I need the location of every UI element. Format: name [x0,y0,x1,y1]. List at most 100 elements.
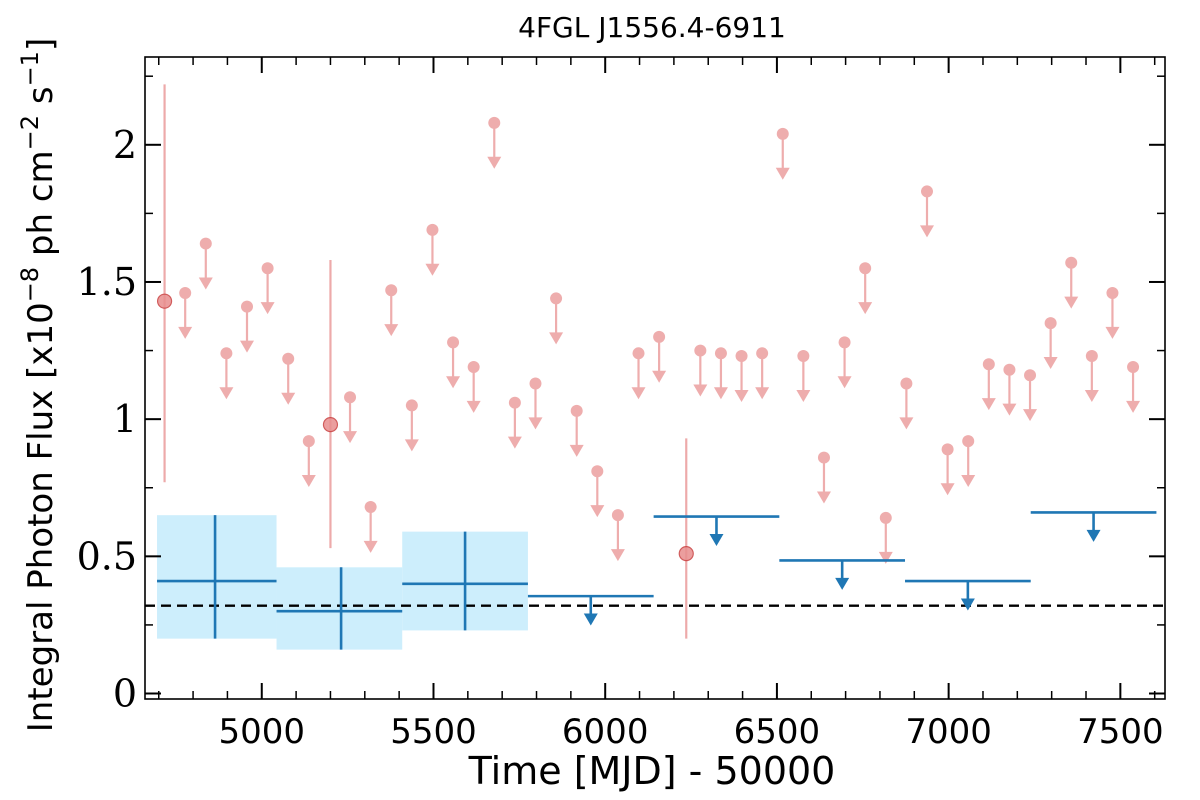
monthly-upper-limit-point [426,223,439,236]
monthly-upper-limit-arrow [775,167,790,180]
monthly-upper-limit-point [550,292,563,305]
y-tick-label: 0 [113,672,137,716]
monthly-upper-limit-point [488,116,501,129]
monthly-upper-limit-arrow [343,431,358,444]
monthly-detection-point [156,293,173,309]
monthly-upper-limit-point [982,358,995,371]
yearly-upper-limit-1 [653,515,780,546]
monthly-upper-limit-arrow [858,302,873,315]
yearly-band-1 [276,567,403,650]
monthly-upper-limit-arrow [425,263,440,276]
monthly-upper-limit-point [900,377,913,390]
plot-frame [144,56,1166,700]
monthly-upper-limit-29 [816,451,831,504]
monthly-upper-limit-arrow [446,376,461,389]
monthly-upper-limit-14 [487,116,502,169]
monthly-detection-point [322,417,339,433]
monthly-upper-limit-point [467,361,480,374]
monthly-upper-limit-24 [713,347,728,400]
monthly-upper-limit-arrow [301,475,316,487]
monthly-upper-limit-point [1085,350,1098,363]
x-axis-label: Time [MJD] - 50000 [468,749,836,793]
monthly-upper-limit-6 [301,435,316,487]
monthly-upper-limit-7 [343,391,358,444]
monthly-upper-limit-32 [878,511,893,564]
monthly-upper-limit-arrow [507,436,522,449]
monthly-upper-limit-17 [549,292,564,345]
monthly-detection-point [678,545,694,562]
monthly-upper-limit-point [282,352,295,365]
yearly-upper-limit-arrow [835,577,850,590]
monthly-upper-limit-arrow [940,483,955,496]
monthly-upper-limit-16 [528,377,543,430]
monthly-upper-limit-arrow [466,400,481,413]
yearly-detection-2 [402,531,528,631]
yearly-upper-limit-arrow [960,598,975,611]
axes: 5000 5500 6000 6500 7000 7500 0 0.5 1 1.5 2 [77,57,1165,752]
monthly-upper-limit-point [508,396,521,409]
monthly-upper-limit-point [776,127,789,140]
x-tick-label: 7000 [905,712,992,752]
monthly-upper-limit-point [591,465,604,478]
monthly-upper-limit-arrow [1105,326,1120,339]
monthly-upper-limit-36 [961,435,976,487]
monthly-upper-limit-point [1106,286,1119,299]
monthly-upper-limit-arrow [590,505,605,518]
monthly-upper-limit-arrow [816,491,831,504]
monthly-upper-limit-point [1044,317,1057,330]
x-tick-label: 6500 [734,712,821,752]
monthly-upper-limit-arrow [796,389,811,402]
monthly-upper-limit-point [385,284,398,297]
monthly-upper-limit-point [1024,369,1037,382]
monthly-upper-limit-arrow [610,549,625,562]
monthly-upper-limit-22 [652,330,667,383]
yearly-detection-0 [157,515,277,639]
monthly-upper-limit-arrow [219,387,234,400]
monthly-upper-limit-30 [837,336,852,389]
monthly-upper-limit-arrow [1002,403,1017,416]
monthly-upper-limit-25 [734,350,749,402]
monthly-upper-limit-arrow [384,324,399,337]
y-tick-label: 1.5 [77,260,137,304]
monthly-upper-limit-arrow [178,326,193,339]
monthly-upper-limit-20 [610,509,625,562]
monthly-upper-limit-arrow [734,389,749,402]
monthly-upper-limit-point [241,300,253,313]
monthly-upper-limit-10 [404,399,419,452]
monthly-upper-limit-arrow [281,392,296,405]
monthly-upper-limit-21 [631,347,646,400]
monthly-upper-limit-arrow [755,387,770,400]
monthly-upper-limit-arrow [240,340,254,353]
monthly-upper-limit-point [879,511,892,524]
monthly-upper-limit-40 [1043,317,1058,370]
monthly-upper-limit-4 [260,262,275,315]
monthly-upper-limit-19 [590,465,605,518]
monthly-upper-limit-5 [281,352,296,405]
monthly-upper-limit-13 [466,361,481,413]
y-tick-label: 1 [113,397,137,441]
monthly-upper-limit-43 [1105,286,1120,339]
monthly-upper-limit-8 [363,500,378,553]
monthly-upper-limit-arrow [528,417,543,430]
monthly-upper-limit-1 [198,237,213,290]
monthly-upper-limit-arrow [549,332,564,345]
monthly-upper-limit-arrow [920,225,934,238]
monthly-upper-limit-point [405,399,418,412]
yearly-upper-limit-2 [779,559,906,590]
yearly-upper-limit-0 [527,594,654,626]
monthly-upper-limit-arrow [878,551,893,564]
monthly-upper-limit-arrow [569,444,584,457]
monthly-upper-limit-point [364,500,377,513]
monthly-upper-limit-point [302,435,315,448]
monthly-upper-limit-arrow [652,370,667,383]
monthly-upper-limit-37 [981,358,996,411]
monthly-upper-limit-point [962,435,975,448]
monthly-upper-limit-arrow [981,398,996,411]
yearly-upper-limit-arrow [1086,529,1101,542]
monthly-upper-limit-point [570,404,583,417]
monthly-upper-limit-41 [1064,256,1079,309]
monthly-detection-2 [678,438,694,639]
monthly-upper-limit-point [797,350,810,363]
monthly-upper-limit-34 [920,185,934,238]
monthly-detection-0 [156,84,173,483]
